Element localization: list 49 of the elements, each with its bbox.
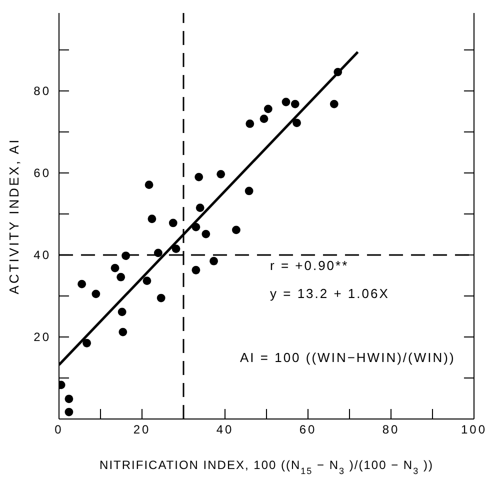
point: [116, 272, 126, 282]
x-axis-title: NITRIFICATION INDEX, 100 ((N$_{15}$ − N$_{3}$)/(100 − N$_{3}$)): [100, 458, 434, 476]
point: [290, 100, 300, 108]
y-axis-title: ACTIVITY INDEX, AI: [6, 138, 22, 294]
point: [244, 186, 254, 196]
point: [154, 248, 162, 258]
annotation: r = +0.90**: [270, 258, 349, 273]
point: [78, 280, 86, 288]
x-tick-label: 0: [54, 422, 64, 437]
point: [142, 276, 152, 285]
y-tick-label: 60: [34, 166, 51, 180]
x-tick-label: 100: [460, 422, 488, 437]
point: [118, 308, 126, 316]
point: [110, 264, 120, 272]
point: [148, 214, 156, 224]
x-tick-label: 40: [216, 422, 234, 437]
point: [330, 100, 338, 108]
point: [292, 118, 301, 128]
point: [92, 290, 100, 298]
point: [210, 256, 218, 266]
point: [118, 328, 128, 336]
point: [192, 222, 200, 232]
point: [202, 230, 210, 238]
x-tick-label: 80: [382, 422, 400, 437]
point: [196, 204, 204, 212]
y-tick-label: 20: [34, 330, 51, 344]
point: [144, 180, 154, 190]
annotation: AI = 100 ((WIN−HWIN)/(WIN)): [240, 350, 456, 365]
point: [334, 68, 342, 76]
point: [82, 338, 92, 348]
point: [64, 408, 74, 416]
point: [194, 172, 204, 182]
point: [232, 226, 240, 234]
y-tick-label: 80: [34, 84, 51, 98]
point: [216, 170, 226, 178]
x-tick-label: 60: [299, 422, 317, 437]
annotation: y = 13.2 + 1.06X: [270, 286, 390, 301]
point: [168, 218, 178, 228]
point: [64, 394, 74, 404]
point: [264, 104, 272, 114]
point: [260, 114, 268, 124]
x-tick-label: 20: [133, 422, 151, 437]
point: [156, 294, 166, 302]
point: [172, 244, 180, 254]
point: [122, 252, 130, 260]
y-tick-label: 40: [34, 248, 51, 262]
point: [192, 266, 200, 274]
point: [282, 98, 290, 106]
point: [246, 120, 254, 128]
